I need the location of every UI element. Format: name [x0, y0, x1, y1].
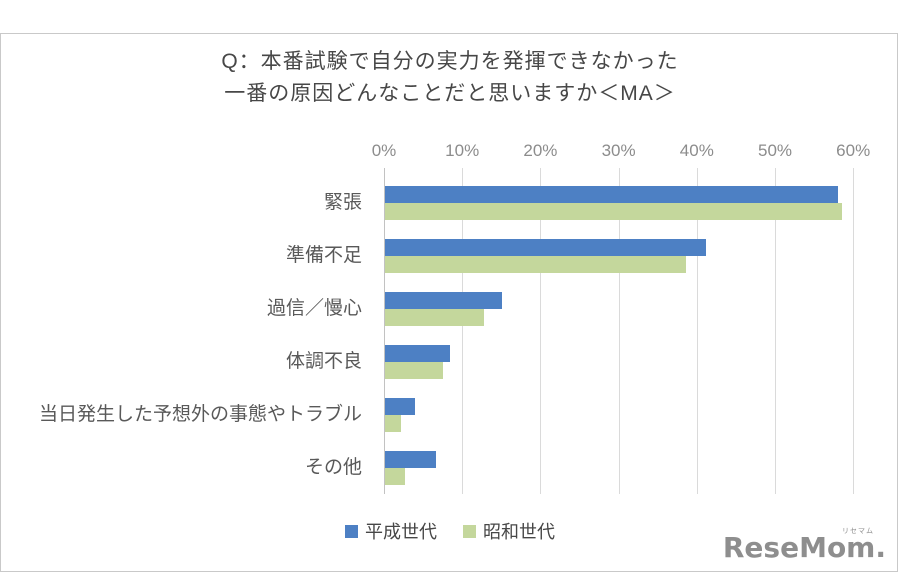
bar-昭和世代-その他: [385, 468, 406, 485]
gridline: [696, 168, 698, 494]
bar-平成世代-緊張: [385, 186, 838, 203]
x-axis-tick-label: 40%: [679, 141, 714, 160]
gridline: [462, 168, 464, 494]
gridline: [618, 168, 620, 494]
bar-平成世代-準備不足: [385, 239, 706, 256]
x-axis-tick-label: 20%: [523, 141, 558, 160]
bar-昭和世代-当日発生した予想外の事態やトラブル: [385, 415, 402, 432]
gridline: [540, 168, 542, 494]
bar-平成世代-過信／慢心: [385, 292, 503, 309]
category-label: 過信／慢心: [266, 298, 362, 319]
x-axis-tick-label: 60%: [836, 141, 871, 160]
bar-昭和世代-過信／慢心: [385, 309, 485, 326]
category-label: 緊張: [323, 192, 362, 213]
chart-title-line2: 一番の原因どんなことだと思いますか＜MA＞: [224, 82, 676, 105]
bar-平成世代-その他: [385, 451, 436, 468]
category-label: 準備不足: [285, 245, 362, 266]
gridline: [853, 168, 855, 494]
legend: 平成世代 昭和世代: [0, 518, 900, 544]
bar-平成世代-体調不良: [385, 345, 450, 362]
baseline-axis: [384, 168, 385, 494]
x-axis-tick-label: 30%: [601, 141, 636, 160]
x-axis-tick-label: 50%: [757, 141, 793, 160]
category-label: 当日発生した予想外の事態やトラブル: [38, 404, 362, 425]
chart-title-line1: Q：本番試験で自分の実力を発揮できなかった: [221, 50, 679, 73]
legend-label: 平成世代: [365, 522, 437, 542]
category-label: 体調不良: [285, 351, 362, 372]
x-axis-tick-label: 10%: [445, 141, 480, 160]
bar-昭和世代-体調不良: [385, 362, 443, 379]
gridline: [775, 168, 776, 494]
legend-label: 昭和世代: [483, 522, 555, 542]
x-axis-tick-label: 0%: [371, 141, 397, 160]
legend-item: 平成世代: [345, 518, 437, 544]
legend-swatch-icon: [463, 524, 476, 538]
chart-title: Q：本番試験で自分の実力を発揮できなかった 一番の原因どんなことだと思いますか＜…: [0, 46, 900, 110]
bar-昭和世代-準備不足: [385, 256, 687, 273]
logo-ruby-text: リセマム: [842, 528, 874, 535]
logo-text: ReseMom.: [722, 531, 886, 564]
category-label: その他: [304, 457, 362, 478]
bar-平成世代-当日発生した予想外の事態やトラブル: [385, 398, 415, 415]
resemom-logo: リセマム ReseMom.: [722, 528, 886, 564]
legend-swatch-icon: [345, 524, 358, 538]
legend-item: 昭和世代: [463, 518, 555, 544]
bar-昭和世代-緊張: [385, 203, 843, 220]
